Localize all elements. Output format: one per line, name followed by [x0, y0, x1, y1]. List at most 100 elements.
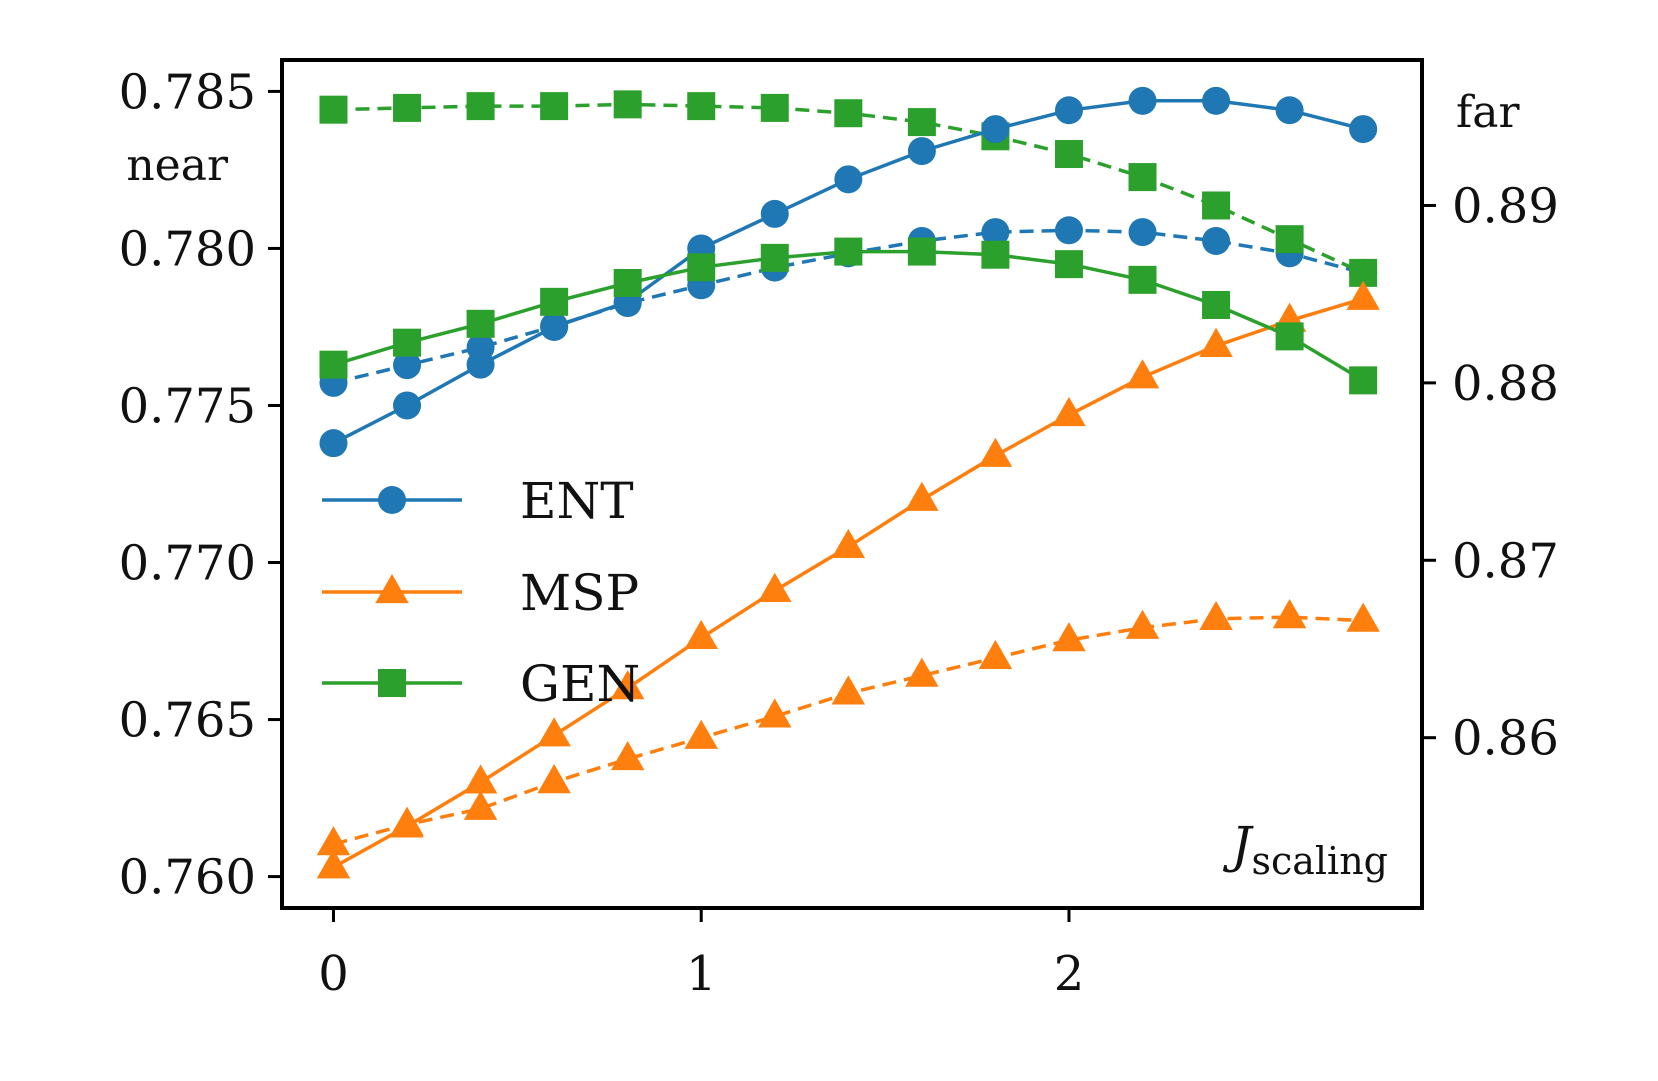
data-point-gen-far [1054, 140, 1083, 169]
data-point-ent-near [834, 165, 863, 194]
right-axis-tick-label: 0.88 [1452, 356, 1559, 412]
right-axis-tick-label: 0.89 [1452, 178, 1559, 234]
data-point-gen-near [319, 350, 348, 379]
data-point-msp-near [1199, 327, 1233, 357]
data-point-msp-near [905, 481, 939, 511]
data-point-msp-near [684, 619, 718, 650]
left-axis-tick-label: 0.785 [119, 64, 256, 120]
data-point-gen-far [907, 108, 936, 137]
data-point-msp-near [831, 528, 866, 558]
legend: ENT MSP GEN [322, 472, 640, 713]
legend-entry-ent: ENT [322, 472, 634, 530]
axes: 0.760 0.765 0.770 0.775 0.780 0.785 0.86 0.87 0.… [119, 64, 1559, 1002]
data-point-gen-far [1275, 225, 1304, 254]
legend-marker [378, 669, 406, 697]
x-axis-label-main: J [1222, 816, 1254, 874]
data-point-gen-near [466, 309, 495, 338]
data-point-msp-far [831, 675, 866, 705]
data-point-gen-near [1349, 366, 1378, 395]
legend-label: MSP [520, 564, 639, 622]
data-point-gen-near [760, 243, 789, 272]
data-point-msp-far [1125, 609, 1160, 639]
x-axis-tick-label: 1 [686, 946, 717, 1002]
data-point-gen-far [687, 92, 716, 121]
data-point-gen-near [613, 268, 642, 297]
data-point-ent-near [540, 312, 569, 341]
data-point-gen-near [907, 237, 936, 266]
data-point-ent-far [1202, 226, 1231, 255]
data-point-msp-near [537, 717, 571, 747]
data-point-ent-near [1054, 96, 1083, 125]
data-point-gen-far [319, 95, 348, 124]
data-point-ent-far [393, 351, 422, 380]
data-point-ent-near [393, 391, 422, 420]
x-axis-tick-label: 0 [318, 946, 349, 1002]
data-point-gen-near [393, 328, 422, 357]
data-point-gen-near [981, 240, 1010, 269]
data-point-msp-far [316, 826, 351, 856]
x-axis-tick-label: 2 [1054, 946, 1085, 1002]
x-axis-label: Jscaling [1222, 816, 1388, 883]
data-point-msp-far [758, 698, 792, 728]
data-point-gen-far [540, 92, 569, 121]
legend-marker [375, 574, 409, 604]
data-point-gen-near [834, 237, 863, 266]
right-axis-tick-label: 0.86 [1452, 711, 1559, 767]
data-point-gen-far [613, 90, 642, 119]
data-point-msp-near [316, 849, 351, 879]
data-point-msp-near [390, 808, 424, 838]
data-point-msp-far [1199, 600, 1233, 630]
legend-entry-msp: MSP [322, 564, 639, 622]
data-point-msp-near [978, 437, 1013, 467]
right-axis-label: far [1456, 87, 1521, 138]
left-axis-tick-label: 0.765 [119, 693, 256, 749]
data-point-msp-near [1052, 396, 1086, 427]
data-point-gen-near [1054, 250, 1083, 279]
data-point-msp-near [1346, 280, 1380, 310]
data-point-gen-near [687, 253, 716, 282]
data-point-gen-far [760, 93, 789, 122]
series-msp-far [316, 599, 1380, 856]
legend-entry-gen: GEN [322, 655, 640, 713]
data-point-msp-far [978, 639, 1013, 670]
series-line-ent-near [332, 99, 1364, 445]
data-point-msp-near [610, 670, 645, 700]
data-point-gen-near [1275, 322, 1304, 351]
data-point-gen-far [834, 99, 863, 128]
data-point-ent-near [1275, 96, 1304, 125]
plot-frame [280, 58, 1424, 910]
data-point-gen-far [393, 93, 422, 122]
right-axis-tick-label: 0.87 [1452, 533, 1559, 589]
series-gen-far [319, 90, 1378, 287]
data-point-msp-far [1272, 599, 1307, 629]
plot-content [316, 86, 1380, 879]
series-ent-near [319, 86, 1378, 458]
left-axis-tick-label: 0.770 [119, 536, 256, 592]
series-gen-near [319, 237, 1378, 395]
data-point-msp-far [610, 740, 645, 771]
legend-label: GEN [520, 655, 640, 713]
left-axis-label: near [126, 140, 229, 191]
data-point-msp-far [684, 719, 718, 749]
left-axis-tick-label: 0.775 [119, 378, 256, 434]
series-msp-near [316, 280, 1380, 879]
legend-label: ENT [520, 472, 634, 530]
left-axis-tick-label: 0.760 [119, 850, 256, 906]
x-axis-label-sub: scaling [1251, 839, 1388, 883]
data-point-gen-near [540, 287, 569, 316]
data-point-msp-far [537, 764, 571, 794]
data-point-ent-near [1128, 86, 1157, 115]
data-point-ent-near [319, 429, 348, 458]
data-point-gen-far [466, 92, 495, 121]
data-point-msp-near [758, 572, 792, 602]
data-point-ent-near [907, 137, 936, 166]
data-point-ent-near [1349, 115, 1378, 144]
data-point-gen-near [1202, 290, 1231, 319]
data-point-msp-far [905, 657, 939, 687]
data-point-msp-near [463, 764, 498, 794]
data-point-msp-far [1052, 622, 1086, 652]
data-point-ent-far [1128, 218, 1157, 247]
data-point-msp-far [1346, 602, 1380, 632]
data-point-ent-near [760, 199, 789, 228]
